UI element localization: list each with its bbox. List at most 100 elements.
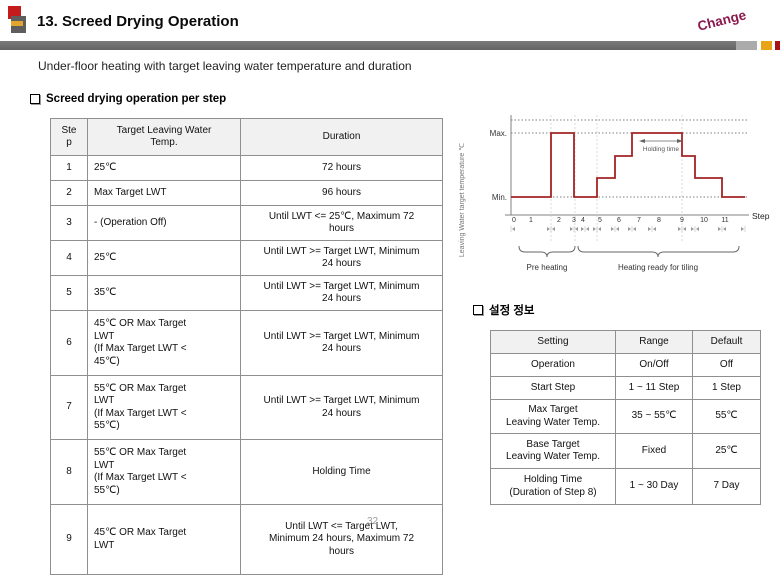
- col-header-setting: Setting: [490, 330, 616, 354]
- table-cell: Fixed: [615, 433, 693, 469]
- table-cell: Holding Time: [240, 439, 443, 505]
- table-cell: 55℃ OR Max Target LWT (If Max Target LWT…: [87, 375, 241, 440]
- table-cell: 45℃ OR Max Target LWT (If Max Target LWT…: [87, 310, 241, 376]
- table-cell: 7 Day: [692, 468, 761, 505]
- x-tick-label: 5: [598, 217, 602, 224]
- duration-markers: [510, 226, 746, 232]
- holding-time-label: Holding time: [643, 146, 680, 153]
- col-header-range: Range: [615, 330, 693, 354]
- table-cell: - (Operation Off): [87, 205, 241, 241]
- settings-table: Setting Range Default Operation On/Off Off…: [490, 330, 761, 505]
- col-header-duration: Duration: [240, 118, 443, 156]
- table-cell: Until LWT >= Target LWT, Minimum 24 hour…: [240, 310, 443, 376]
- slide: { "header": { "title": "13. Screed Dryin…: [0, 5, 780, 575]
- x-tick-label: 0: [512, 217, 516, 224]
- table-cell: 72 hours: [240, 155, 443, 181]
- table-cell: Max Target LWT: [87, 180, 241, 206]
- phase-braces: Pre heating Heating ready for tiling: [518, 245, 740, 272]
- table-row: 7 55℃ OR Max Target LWT (If Max Target LW…: [50, 375, 443, 440]
- table-cell: Until LWT >= Target LWT, Minimum 24 hour…: [240, 240, 443, 276]
- change-stamp: Change: [695, 7, 748, 34]
- table-cell: 6: [50, 310, 88, 376]
- table-cell: 2: [50, 180, 88, 206]
- table-row: Base Target Leaving Water Temp. Fixed 25℃: [490, 433, 761, 469]
- heating-ready-brace: [577, 245, 740, 258]
- col-header-default: Default: [692, 330, 761, 354]
- table-cell: Operation: [490, 353, 616, 377]
- header-divider-accent-red: [775, 41, 780, 50]
- table-row: Operation On/Off Off: [490, 353, 761, 377]
- table-row: 5 35℃ Until LWT >= Target LWT, Minimum 24 …: [50, 275, 443, 311]
- pre-heating-brace: [518, 245, 576, 258]
- square-bullet-icon: [30, 94, 40, 104]
- table-cell: 4: [50, 240, 88, 276]
- table-cell: 7: [50, 375, 88, 440]
- header-divider-bar: [0, 41, 736, 50]
- x-tick-label: 7: [637, 217, 641, 224]
- chart-plot-area: 0 1 2 3 4 5 6 7 8 9 10 11: [510, 115, 746, 242]
- section-header-steps-label: Screed drying operation per step: [46, 93, 227, 105]
- logo-red-square: [8, 6, 21, 19]
- col-header-step: Step: [50, 118, 88, 156]
- company-logo: [8, 5, 36, 35]
- table-cell: 1 ~ 30 Day: [615, 468, 693, 505]
- page-number: 32: [367, 516, 379, 527]
- table-row: 8 55℃ OR Max Target LWT (If Max Target LW…: [50, 439, 443, 505]
- x-tick-label: 4: [581, 217, 585, 224]
- table-row: 2 Max Target LWT 96 hours: [50, 180, 443, 206]
- header-divider-bar-light: [736, 41, 757, 50]
- heating-ready-label: Heating ready for tiling: [618, 263, 698, 272]
- x-tick-label: 1: [529, 217, 533, 224]
- y-min-label: Min.: [492, 193, 507, 202]
- table-cell: Until LWT >= Target LWT, Minimum 24 hour…: [240, 275, 443, 311]
- logo-yellow-bar: [11, 21, 23, 26]
- x-tick-label: 3: [572, 217, 576, 224]
- table-cell: 25℃: [87, 155, 241, 181]
- table-cell: Max Target Leaving Water Temp.: [490, 399, 616, 434]
- table-cell: 3: [50, 205, 88, 241]
- table-cell: 1: [50, 155, 88, 181]
- x-tick-label: 8: [657, 217, 661, 224]
- table-row: Max Target Leaving Water Temp. 35 ~ 55℃ 55…: [490, 399, 761, 434]
- section-header-settings: 설정 정보: [473, 302, 535, 318]
- table-cell: 1 ~ 11 Step: [615, 376, 693, 400]
- y-axis-label: Leaving Water target temperature ℃: [459, 143, 466, 257]
- x-axis-title: Step: [752, 211, 770, 221]
- table-cell: 35 ~ 55℃: [615, 399, 693, 434]
- x-tick-label: 10: [700, 217, 708, 224]
- table-cell: 5: [50, 275, 88, 311]
- screed-steps-table: Step Target Leaving Water Temp. Duration…: [50, 118, 443, 575]
- table-row: 3- (Operation Off) Until LWT <= 25℃, Maxi…: [50, 205, 443, 241]
- x-tick-label: 2: [557, 217, 561, 224]
- x-tick-label: 9: [680, 217, 684, 224]
- table-cell: 25℃: [692, 433, 761, 469]
- table-cell: 25℃: [87, 240, 241, 276]
- table-cell: Start Step: [490, 376, 616, 400]
- table-row: 4 25℃ Until LWT >= Target LWT, Minimum 24 …: [50, 240, 443, 276]
- table-header-row: Step Target Leaving Water Temp. Duration: [50, 118, 443, 156]
- col-header-target-lwt: Target Leaving Water Temp.: [87, 118, 241, 156]
- table-cell: On/Off: [615, 353, 693, 377]
- table-row: Start Step 1 ~ 11 Step 1 Step: [490, 376, 761, 400]
- step-profile-line: [511, 132, 745, 198]
- table-cell: Holding Time (Duration of Step 8): [490, 468, 616, 505]
- table-cell: Until LWT >= Target LWT, Minimum 24 hour…: [240, 375, 443, 440]
- holding-time-annotation: Holding time: [639, 139, 683, 153]
- table-cell: Off: [692, 353, 761, 377]
- pre-heating-label: Pre heating: [527, 263, 568, 272]
- table-cell: 35℃: [87, 275, 241, 311]
- step-temperature-chart: Leaving Water target temperature ℃ Max. …: [455, 105, 775, 300]
- section-header-settings-label: 설정 정보: [489, 305, 535, 317]
- table-cell: 55℃: [692, 399, 761, 434]
- table-cell: 96 hours: [240, 180, 443, 206]
- table-row: 1 25℃ 72 hours: [50, 155, 443, 181]
- section-header-steps: Screed drying operation per step: [30, 93, 226, 105]
- page-title: 13. Screed Drying Operation: [37, 13, 239, 30]
- table-row: 6 45℃ OR Max Target LWT (If Max Target LW…: [50, 310, 443, 376]
- table-cell: 8: [50, 439, 88, 505]
- y-max-label: Max.: [490, 129, 507, 138]
- header-divider-accent-yellow: [761, 41, 772, 50]
- table-cell: 1 Step: [692, 376, 761, 400]
- x-tick-label: 11: [721, 217, 728, 224]
- table-cell: Base Target Leaving Water Temp.: [490, 433, 616, 469]
